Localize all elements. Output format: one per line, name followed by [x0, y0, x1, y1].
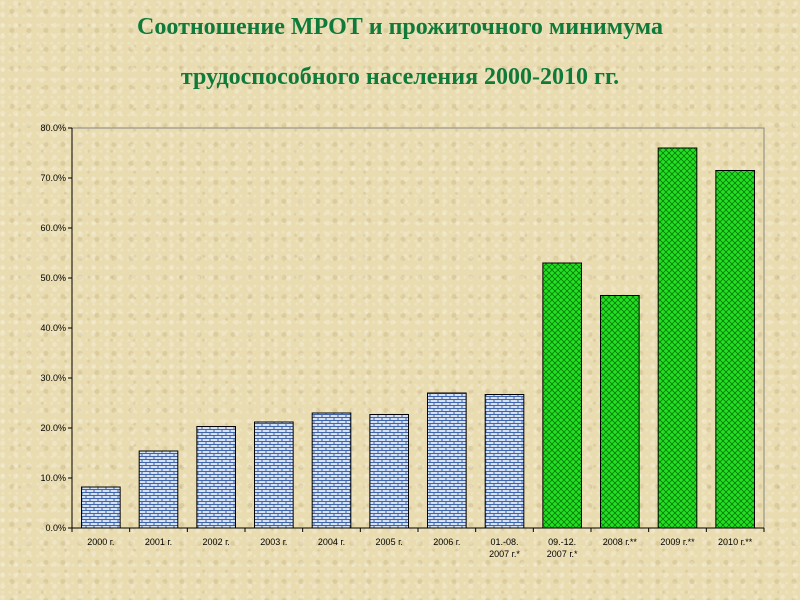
bar-6 — [427, 392, 467, 529]
bar-2 — [196, 426, 236, 529]
y-tick-label: 30.0% — [40, 373, 66, 383]
x-tick-label: 2001 г. — [145, 537, 172, 547]
y-tick-label: 10.0% — [40, 473, 66, 483]
bars — [81, 147, 755, 529]
chart-title-line-2: трудоспособного населения 2000-2010 гг. — [180, 64, 620, 90]
bar-11 — [715, 170, 755, 529]
x-tick-label: 2005 г. — [376, 537, 403, 547]
y-tick-label: 40.0% — [40, 323, 66, 333]
x-tick-label: 2007 г.* — [547, 549, 578, 559]
x-tick-label: 2002 г. — [203, 537, 230, 547]
bar-9 — [600, 295, 640, 529]
y-tick-label: 60.0% — [40, 223, 66, 233]
x-tick-label: 01.-08. — [490, 537, 518, 547]
x-axis: 2000 г. 2001 г. 2002 г. 2003 г. 2004 г. 2005 … — [71, 528, 765, 559]
x-tick-label: 09.-12. — [548, 537, 576, 547]
y-tick-label: 50.0% — [40, 273, 66, 283]
y-tick-label: 80.0% — [40, 123, 66, 133]
x-tick-label: 2008 г.** — [603, 537, 638, 547]
x-tick-label: 2004 г. — [318, 537, 345, 547]
bar-0 — [81, 486, 121, 529]
x-tick-label: 2006 г. — [433, 537, 460, 547]
bar-3 — [254, 421, 294, 529]
bar-1 — [138, 450, 179, 529]
y-tick-label: 0.0% — [45, 523, 66, 533]
y-tick-label: 70.0% — [40, 173, 66, 183]
bar-8 — [542, 262, 582, 529]
x-tick-label: 2000 г. — [87, 537, 114, 547]
bar-10 — [657, 147, 698, 529]
x-tick-label: 2007 г.* — [489, 549, 520, 559]
x-tick-label: 2010 г.** — [718, 537, 753, 547]
bar-5 — [369, 414, 409, 529]
bar-4 — [311, 412, 352, 529]
chart-title-line-1: Соотношение МРОТ и прожиточного минимума — [137, 14, 663, 40]
bar-7 — [484, 394, 525, 529]
x-tick-label: 2003 г. — [260, 537, 287, 547]
y-tick-label: 20.0% — [40, 423, 66, 433]
x-tick-label: 2009 г.** — [660, 537, 695, 547]
